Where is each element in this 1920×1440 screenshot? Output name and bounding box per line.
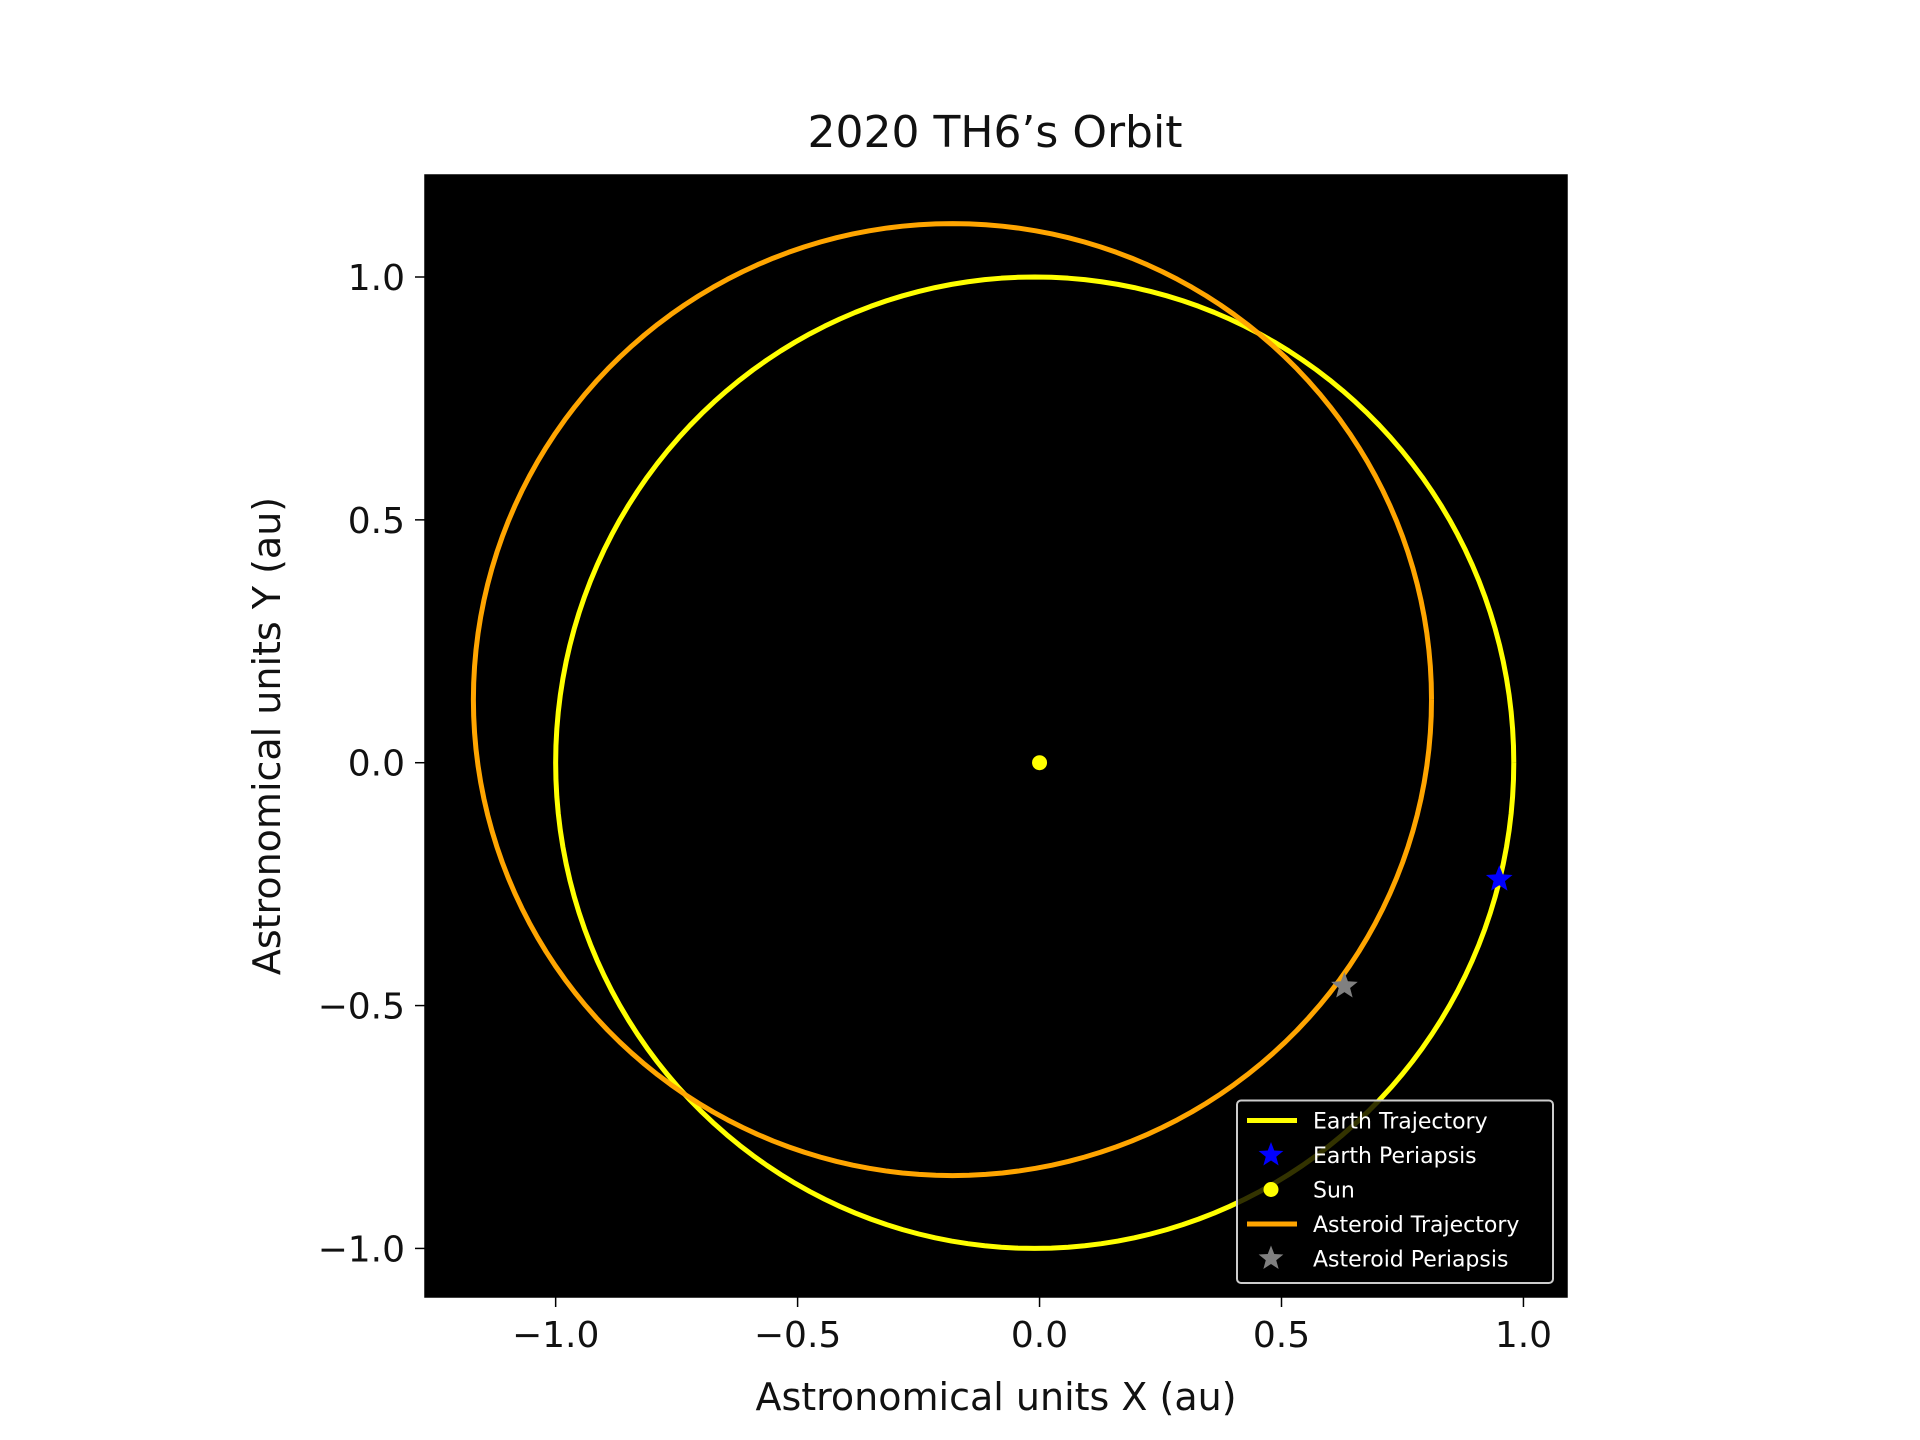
marker-layer	[1032, 755, 1513, 998]
legend-swatch-sun	[1263, 1182, 1279, 1197]
legend: Earth Trajectory Earth Periapsis Sun Astero…	[1236, 1099, 1554, 1284]
legend-label-earth-trajectory: Earth Trajectory	[1313, 1110, 1488, 1135]
legend-label-asteroid-periapsis: Asteroid Periapsis	[1313, 1248, 1508, 1273]
x-tick-label: 0.0	[1011, 1315, 1068, 1356]
x-tick-label: 1.0	[1495, 1315, 1552, 1356]
chart-title: 2020 TH6’s Orbit	[808, 107, 1183, 158]
x-tick-label: −1.0	[512, 1315, 599, 1356]
legend-label-asteroid-trajectory: Asteroid Trajectory	[1313, 1213, 1519, 1238]
y-tick-label: −1.0	[318, 1229, 405, 1270]
y-axis-title: Astronomical units Y (au)	[245, 497, 289, 975]
x-tick-label: −0.5	[754, 1315, 841, 1356]
earth-periapsis-marker	[1485, 865, 1513, 891]
y-tick-label: 1.0	[348, 258, 405, 299]
y-tick-label: −0.5	[318, 987, 405, 1028]
legend-swatch-asteroid-periapsis	[1258, 1245, 1284, 1270]
x-axis: −1.0 −0.5 0.0 0.5 1.0	[512, 1297, 1552, 1356]
legend-box	[1236, 1099, 1554, 1284]
legend-swatch-earth-periapsis	[1258, 1142, 1284, 1166]
y-tick-label: 0.0	[348, 744, 405, 785]
y-axis: −1.0 −0.5 0.0 0.5 1.0	[318, 258, 425, 1270]
x-axis-title: Astronomical units X (au)	[755, 1375, 1236, 1419]
x-tick-label: 0.5	[1253, 1315, 1310, 1356]
asteroid-periapsis-marker	[1331, 972, 1358, 998]
legend-label-sun: Sun	[1313, 1179, 1355, 1204]
sun-marker	[1032, 755, 1048, 771]
legend-label-earth-periapsis: Earth Periapsis	[1313, 1144, 1477, 1169]
y-tick-label: 0.5	[348, 501, 405, 542]
asteroid-trajectory-line	[470, 221, 1435, 1179]
plot-frame	[424, 174, 1568, 1298]
